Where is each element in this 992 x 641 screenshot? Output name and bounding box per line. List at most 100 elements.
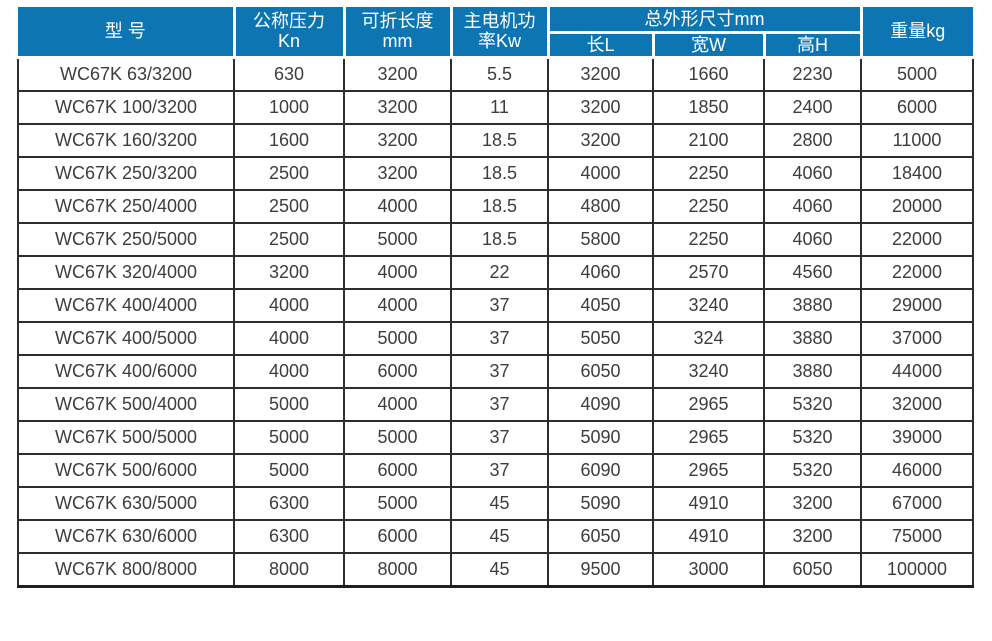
table-row: WC67K 100/3200 1000 3200 11 3200 1850 2400 6000 — [17, 89, 974, 125]
cell-weight_kg: 37000 — [860, 320, 974, 356]
cell-power_kw: 18.5 — [450, 122, 549, 158]
cell-h: 4060 — [763, 188, 862, 224]
cell-h: 3200 — [763, 485, 862, 521]
cell-pressure_kn: 630 — [233, 57, 345, 92]
table-header: 型 号 公称压力 Kn 可折长度 mm 主电机功 率Kw 总外形尺寸mm 重量k… — [18, 7, 973, 59]
cell-pressure_kn: 8000 — [233, 551, 345, 588]
header-dim-height-h: 高H — [762, 30, 863, 59]
cell-w: 4910 — [652, 485, 765, 521]
cell-h: 2400 — [763, 89, 862, 125]
cell-h: 4560 — [763, 254, 862, 290]
cell-w: 2965 — [652, 386, 765, 422]
cell-pressure_kn: 2500 — [233, 155, 345, 191]
cell-length_mm: 4000 — [343, 188, 452, 224]
cell-l: 4000 — [547, 155, 654, 191]
cell-weight_kg: 46000 — [860, 452, 974, 488]
cell-h: 3880 — [763, 353, 862, 389]
table-row: WC67K 400/4000 4000 4000 37 4050 3240 3880 2900… — [17, 287, 974, 323]
cell-w: 2570 — [652, 254, 765, 290]
header-power-line1: 主电机功 — [463, 11, 536, 32]
cell-h: 4060 — [763, 155, 862, 191]
cell-length_mm: 4000 — [343, 254, 452, 290]
cell-length_mm: 3200 — [343, 122, 452, 158]
table-row: WC67K 250/3200 2500 3200 18.5 4000 2250 4060 18… — [17, 155, 974, 191]
header-model-label: 型 号 — [104, 21, 146, 42]
cell-w: 2250 — [652, 221, 765, 257]
cell-length_mm: 4000 — [343, 386, 452, 422]
cell-pressure_kn: 6300 — [233, 518, 345, 554]
cell-power_kw: 18.5 — [450, 155, 549, 191]
cell-length_mm: 3200 — [343, 89, 452, 125]
cell-pressure_kn: 5000 — [233, 386, 345, 422]
header-nominal-pressure: 公称压力 Kn — [232, 7, 346, 59]
cell-power_kw: 37 — [450, 386, 549, 422]
cell-weight_kg: 5000 — [860, 57, 974, 92]
cell-model: WC67K 250/4000 — [17, 188, 235, 224]
table-row: WC67K 400/5000 4000 5000 37 5050 324 3880 37000 — [17, 320, 974, 356]
table-row: WC67K 800/8000 8000 8000 45 9500 3000 6050 1000… — [17, 551, 974, 588]
header-pressure-line1: 公称压力 — [253, 11, 325, 32]
cell-power_kw: 18.5 — [450, 188, 549, 224]
cell-power_kw: 45 — [450, 485, 549, 521]
cell-weight_kg: 6000 — [860, 89, 974, 125]
cell-power_kw: 5.5 — [450, 57, 549, 92]
cell-h: 2800 — [763, 122, 862, 158]
cell-l: 9500 — [547, 551, 654, 588]
cell-length_mm: 5000 — [343, 320, 452, 356]
cell-l: 4090 — [547, 386, 654, 422]
cell-model: WC67K 250/5000 — [17, 221, 235, 257]
cell-model: WC67K 630/5000 — [17, 485, 235, 521]
table-row: WC67K 250/4000 2500 4000 18.5 4800 2250 4060 20… — [17, 188, 974, 224]
press-brake-spec-table: 型 号 公称压力 Kn 可折长度 mm 主电机功 率Kw 总外形尺寸mm 重量k… — [17, 7, 974, 588]
cell-pressure_kn: 1000 — [233, 89, 345, 125]
cell-power_kw: 37 — [450, 353, 549, 389]
header-model: 型 号 — [18, 7, 236, 59]
cell-pressure_kn: 1600 — [233, 122, 345, 158]
cell-model: WC67K 100/3200 — [17, 89, 235, 125]
cell-l: 4800 — [547, 188, 654, 224]
cell-h: 3880 — [763, 287, 862, 323]
cell-l: 5050 — [547, 320, 654, 356]
header-length-line1: 可折长度 — [361, 11, 434, 32]
cell-model: WC67K 63/3200 — [17, 57, 235, 92]
header-length-line2: mm — [382, 31, 413, 52]
cell-weight_kg: 67000 — [860, 485, 974, 521]
cell-power_kw: 45 — [450, 551, 549, 588]
cell-w: 2250 — [652, 188, 765, 224]
cell-model: WC67K 400/6000 — [17, 353, 235, 389]
cell-h: 6050 — [763, 551, 862, 588]
cell-power_kw: 37 — [450, 452, 549, 488]
cell-l: 3200 — [547, 89, 654, 125]
cell-l: 6050 — [547, 518, 654, 554]
cell-pressure_kn: 2500 — [233, 188, 345, 224]
table-row: WC67K 500/6000 5000 6000 37 6090 2965 5320 4600… — [17, 452, 974, 488]
cell-length_mm: 3200 — [343, 155, 452, 191]
header-power-line2: 率Kw — [477, 31, 521, 52]
cell-pressure_kn: 5000 — [233, 419, 345, 455]
cell-w: 3240 — [652, 353, 765, 389]
cell-pressure_kn: 2500 — [233, 221, 345, 257]
cell-model: WC67K 250/3200 — [17, 155, 235, 191]
cell-weight_kg: 20000 — [860, 188, 974, 224]
cell-weight_kg: 100000 — [860, 551, 974, 588]
table-row: WC67K 500/5000 5000 5000 37 5090 2965 5320 3900… — [17, 419, 974, 455]
cell-length_mm: 5000 — [343, 221, 452, 257]
cell-power_kw: 22 — [450, 254, 549, 290]
cell-weight_kg: 29000 — [860, 287, 974, 323]
header-dim-width-w: 宽W — [651, 30, 766, 59]
cell-l: 5800 — [547, 221, 654, 257]
cell-weight_kg: 44000 — [860, 353, 974, 389]
cell-w: 324 — [652, 320, 765, 356]
cell-model: WC67K 320/4000 — [17, 254, 235, 290]
cell-h: 4060 — [763, 221, 862, 257]
table-row: WC67K 630/5000 6300 5000 45 5090 4910 3200 6700… — [17, 485, 974, 521]
table-body: WC67K 63/3200 630 3200 5.5 3200 1660 2230 5000 W… — [17, 57, 974, 588]
cell-length_mm: 3200 — [343, 57, 452, 92]
cell-h: 5320 — [763, 452, 862, 488]
cell-length_mm: 4000 — [343, 287, 452, 323]
header-motor-power: 主电机功 率Kw — [449, 7, 550, 59]
table-row: WC67K 320/4000 3200 4000 22 4060 2570 4560 2200… — [17, 254, 974, 290]
cell-power_kw: 37 — [450, 419, 549, 455]
table-row: WC67K 630/6000 6300 6000 45 6050 4910 3200 7500… — [17, 518, 974, 554]
cell-weight_kg: 32000 — [860, 386, 974, 422]
